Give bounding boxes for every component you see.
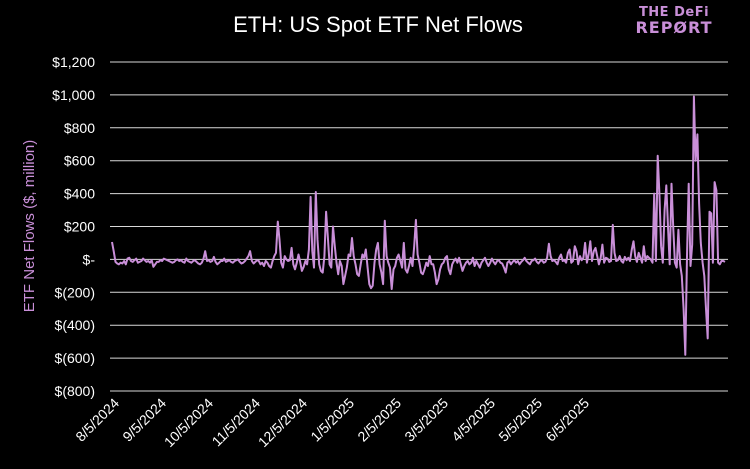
- y-tick-label: $(200): [55, 284, 95, 300]
- brand-line-1: THE DeFi: [638, 5, 710, 20]
- y-tick-label: $1,000: [52, 87, 95, 103]
- x-tick-label: 4/5/2025: [448, 395, 498, 445]
- y-tick-label: $(400): [55, 317, 95, 333]
- x-tick-label: 8/5/2024: [72, 395, 122, 445]
- y-tick-label: $200: [64, 219, 95, 235]
- y-axis-label: ETF Net Flows ($, million): [21, 140, 38, 313]
- y-tick-label: $1,200: [52, 54, 95, 70]
- x-tick-label: 11/5/2024: [208, 395, 263, 450]
- brand-line-2: REPØRT: [635, 17, 713, 37]
- brand-logo: THE DeFi REPØRT: [632, 6, 716, 36]
- y-tick-label: $800: [64, 120, 95, 136]
- y-tick-label: $(600): [55, 350, 95, 366]
- x-tick-label: 6/5/2025: [542, 395, 592, 445]
- chart-title: ETH: US Spot ETF Net Flows: [233, 12, 523, 37]
- series-line-net-flows: [111, 95, 726, 356]
- x-tick-label: 1/5/2025: [307, 395, 357, 445]
- y-tick-label: $-: [83, 251, 96, 267]
- x-tick-label: 10/5/2024: [161, 395, 217, 451]
- x-tick-label: 3/5/2025: [401, 395, 451, 445]
- x-tick-label: 12/5/2024: [255, 395, 311, 451]
- y-tick-label: $(800): [55, 383, 95, 399]
- y-tick-label: $600: [64, 153, 95, 169]
- x-tick-label: 5/5/2025: [495, 395, 545, 445]
- x-tick-label: 2/5/2025: [354, 395, 404, 445]
- y-tick-label: $400: [64, 186, 95, 202]
